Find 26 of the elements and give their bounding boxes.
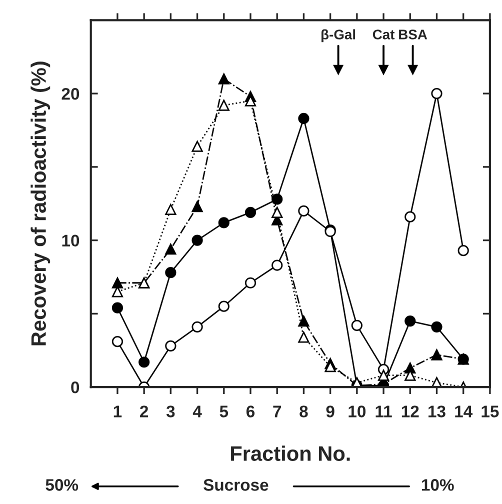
x-tick-label: 6	[246, 406, 255, 418]
text: 10%	[422, 479, 454, 491]
x-tick-label: 4	[192, 406, 202, 418]
x-tick-label: 14	[455, 406, 473, 418]
y-tick-label: 0	[71, 381, 80, 394]
y-axis-title: Recovery of radioactivity (%)	[30, 62, 50, 346]
text: Sucrose	[204, 479, 268, 491]
x-tick-label: 8	[300, 406, 308, 418]
x-tick-label: 1	[114, 406, 122, 418]
x-axis-title: Fraction No.	[231, 446, 350, 461]
x-tick-label: 5	[220, 406, 228, 418]
y-tick-label: 20	[62, 88, 80, 100]
x-tick-label: 9	[326, 406, 334, 418]
x-tick-label: 11	[376, 406, 392, 418]
x-tick-label: 3	[166, 406, 175, 418]
ref-line-label: BSA	[399, 30, 428, 40]
x-tick-label: 13	[428, 406, 446, 418]
x-tick-label: 7	[273, 406, 282, 418]
ref-line-label: β-Gal	[322, 29, 356, 42]
x-tick-label: 15	[482, 406, 499, 418]
x-tick-label: 12	[402, 406, 419, 418]
text: 50%	[46, 479, 78, 491]
y-tick-label: 10	[62, 234, 80, 247]
x-tick-label: 10	[348, 406, 366, 418]
x-tick-label: 2	[140, 406, 148, 418]
ref-line-label: Cat	[372, 30, 395, 40]
